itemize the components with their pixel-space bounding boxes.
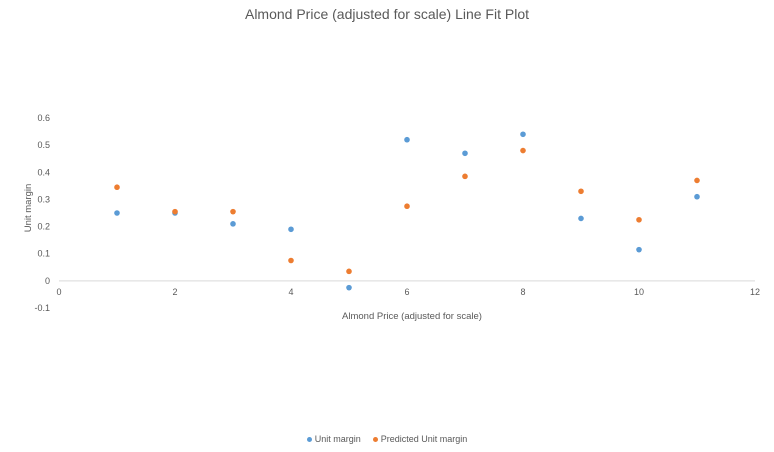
x-tick-label: 0: [56, 287, 61, 297]
y-tick-label: 0.5: [37, 140, 50, 150]
unit-margin-point: [404, 136, 410, 143]
x-tick-label: 2: [172, 287, 177, 297]
unit-margin-point: [578, 215, 584, 222]
predicted-unit-margin-point: [578, 188, 584, 195]
data-points: [114, 131, 700, 291]
predicted-unit-margin-point: [230, 208, 236, 215]
predicted-unit-margin-point: [346, 268, 352, 275]
legend-swatch: [372, 436, 378, 442]
predicted-unit-margin-point: [114, 184, 120, 191]
x-tick-label: 8: [520, 287, 525, 297]
predicted-unit-margin-point: [520, 147, 526, 154]
predicted-unit-margin-point: [404, 203, 410, 210]
unit-margin-point: [694, 193, 700, 200]
y-tick-label: 0: [45, 276, 50, 286]
y-tick-label: 0.1: [37, 249, 50, 259]
predicted-unit-margin-point: [462, 173, 468, 180]
y-axis-ticks: -0.1 0 0.1 0.2 0.3 0.4 0.5 0.6: [34, 113, 50, 313]
unit-margin-point: [114, 210, 120, 216]
unit-margin-point: [346, 284, 352, 291]
predicted-unit-margin-point: [636, 216, 642, 223]
y-tick-label: -0.1: [34, 303, 50, 313]
unit-margin-point: [520, 131, 526, 138]
y-tick-label: 0.6: [37, 113, 50, 123]
unit-margin-point: [288, 226, 294, 233]
predicted-unit-margin-point: [694, 177, 700, 184]
legend-label: Predicted Unit margin: [380, 434, 468, 444]
unit-margin-point: [230, 221, 236, 227]
x-tick-label: 10: [634, 287, 644, 297]
unit-margin-point: [462, 150, 468, 157]
legend-label: Unit margin: [314, 434, 361, 444]
predicted-unit-margin-point: [172, 208, 178, 215]
y-axis-title: Unit margin: [23, 184, 34, 233]
y-tick-label: 0.3: [37, 194, 50, 204]
y-tick-label: 0.2: [37, 222, 50, 232]
unit-margin-point: [636, 246, 642, 253]
x-tick-label: 12: [750, 287, 760, 297]
x-axis-ticks: 0 2 4 6 8 10 12: [56, 287, 760, 297]
legend-item-unit-margin: Unit margin: [306, 434, 361, 444]
legend-swatch: [306, 436, 312, 442]
x-axis-title: Almond Price (adjusted for scale): [342, 311, 482, 322]
legend-item-predicted-unit-margin: Predicted Unit margin: [372, 434, 468, 444]
x-tick-label: 6: [404, 287, 409, 297]
x-tick-label: 4: [288, 287, 293, 297]
legend: Unit margin Predicted Unit margin: [0, 434, 774, 444]
y-tick-label: 0.4: [37, 167, 50, 177]
predicted-unit-margin-point: [288, 257, 294, 264]
chart-title: Almond Price (adjusted for scale) Line F…: [244, 6, 529, 22]
